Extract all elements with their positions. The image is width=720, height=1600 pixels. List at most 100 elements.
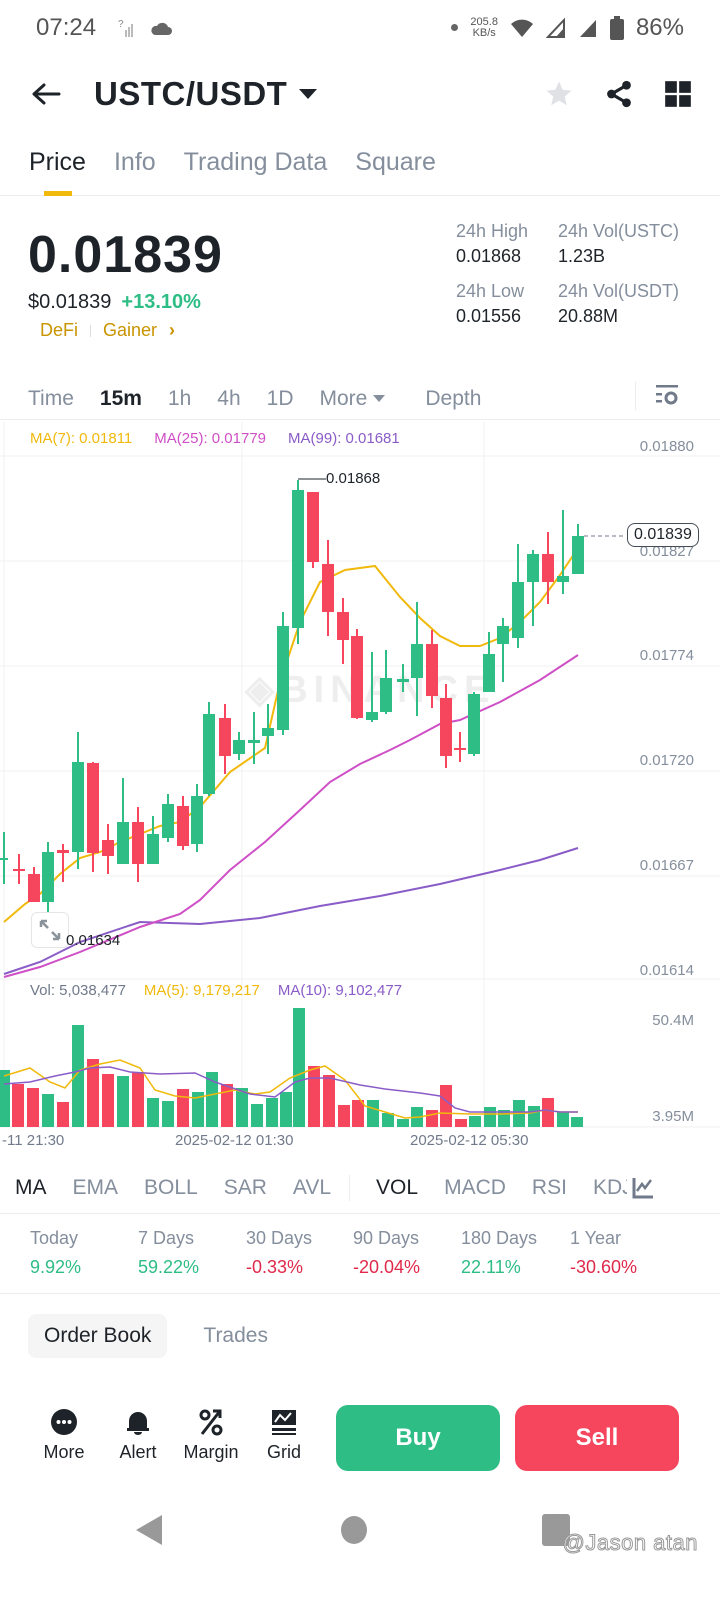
sell-button[interactable]: Sell: [515, 1405, 679, 1471]
dot-icon: [451, 24, 459, 31]
status-time: 07:24: [36, 13, 97, 41]
interval-15m[interactable]: 15m: [99, 386, 142, 410]
volume-legend: Vol: 5,038,477 MA(5): 9,179,217 MA(10): …: [30, 982, 402, 999]
chart-settings-icon[interactable]: [654, 382, 680, 408]
y-axis-label: 0.01667: [639, 857, 694, 874]
network-speed: 205.8 KB/s: [470, 15, 498, 39]
24h-vol-quote-value: 20.88M: [558, 306, 619, 326]
no-signal-icon: ?: [118, 19, 134, 37]
system-nav-bar: [0, 1505, 720, 1555]
high-marker: 0.01868: [326, 470, 381, 487]
indicator-sar[interactable]: SAR: [223, 1175, 267, 1199]
24h-high-value: 0.01868: [456, 246, 522, 266]
indicator-settings-icon[interactable]: [631, 1176, 655, 1200]
bottom-action-bar: More Alert Margin Grid Buy Sell: [0, 1400, 720, 1480]
watermark: @Jason atan: [562, 1530, 698, 1556]
order-book-tabs: Order Book Trades: [28, 1314, 284, 1358]
perf-today: Today 9.92%: [30, 1228, 82, 1277]
24h-vol-quote-label: 24h Vol(USDT): [558, 281, 680, 301]
vol-axis-top: 50.4M: [652, 1012, 694, 1029]
caret-down-icon: [373, 395, 386, 402]
battery-icon: [609, 15, 624, 40]
interval-time[interactable]: Time: [28, 386, 74, 410]
perf-180d: 180 Days 22.11%: [461, 1228, 538, 1277]
star-icon[interactable]: [544, 79, 574, 109]
interval-1d[interactable]: 1D: [266, 386, 294, 410]
buy-button[interactable]: Buy: [336, 1405, 500, 1471]
candlestick-svg: ◈BINANCE: [0, 422, 720, 1128]
divider: [349, 1174, 351, 1201]
perf-1y: 1 Year -30.60%: [570, 1228, 638, 1277]
tag-gainer[interactable]: Gainer: [103, 320, 158, 340]
ma25-legend: MA(25): 0.01779: [154, 430, 267, 447]
share-icon[interactable]: [604, 79, 634, 109]
24h-low-value: 0.01556: [456, 306, 522, 326]
last-price: 0.01839: [28, 226, 223, 284]
y-axis-label: 0.01827: [639, 543, 694, 560]
grid-action[interactable]: Grid: [249, 1408, 319, 1463]
indicator-macd[interactable]: MACD: [444, 1175, 506, 1199]
y-axis-label: 0.01880: [639, 438, 694, 455]
header: USTC/USDT: [0, 62, 720, 126]
x-axis-label: -11 21:30: [2, 1132, 65, 1149]
price-change-percent: +13.10%: [121, 291, 201, 313]
nav-recents-icon[interactable]: [541, 1513, 571, 1547]
kline-chart[interactable]: ◈BINANCE: [0, 422, 720, 1162]
indicator-avl[interactable]: AVL: [292, 1175, 332, 1199]
chevron-right-icon[interactable]: ›: [169, 320, 176, 340]
tab-order-book[interactable]: Order Book: [28, 1314, 168, 1358]
24h-vol-base-label: 24h Vol(USTC): [558, 221, 680, 241]
back-button[interactable]: [28, 76, 64, 112]
24h-vol-base-value: 1.23B: [558, 246, 606, 266]
tab-trading-data[interactable]: Trading Data: [183, 148, 328, 176]
interval-more[interactable]: More: [320, 387, 386, 411]
24h-stats: 24h High 0.01868 24h Vol(USTC) 1.23B 24h…: [456, 221, 708, 327]
signal-icon: [545, 17, 565, 38]
interval-depth[interactable]: Depth: [425, 386, 482, 410]
more-dots-icon: [51, 1409, 77, 1435]
x-axis-label: 2025-02-12 01:30: [175, 1132, 294, 1149]
indicator-vol[interactable]: VOL: [376, 1175, 419, 1199]
expand-chart-button[interactable]: [31, 912, 69, 948]
y-axis-label: 0.01720: [639, 752, 694, 769]
margin-action[interactable]: Margin: [176, 1408, 246, 1463]
wifi-icon: [510, 19, 533, 37]
pair-title[interactable]: USTC/USDT: [94, 75, 288, 112]
perf-30d: 30 Days -0.33%: [246, 1228, 313, 1277]
signal-icon-2: [579, 19, 596, 37]
indicator-boll[interactable]: BOLL: [144, 1175, 198, 1199]
tab-trades[interactable]: Trades: [203, 1324, 268, 1347]
interval-bar: Time 15m 1h 4h 1D More Depth: [0, 378, 720, 420]
current-price-tag[interactable]: 0.01839: [627, 523, 699, 547]
interval-4h[interactable]: 4h: [217, 386, 241, 410]
indicator-kdj[interactable]: KDJ: [592, 1175, 627, 1199]
tab-price[interactable]: Price: [29, 140, 86, 196]
ma7-legend: MA(7): 0.01811: [30, 430, 133, 447]
nav-home-icon[interactable]: [340, 1515, 368, 1545]
pair-dropdown-caret-icon[interactable]: [299, 89, 318, 99]
perf-7d: 7 Days 59.22%: [138, 1228, 200, 1277]
ma-legend: MA(7): 0.01811 MA(25): 0.01779 MA(99): 0…: [30, 430, 400, 447]
nav-back-icon[interactable]: [134, 1513, 164, 1547]
tag-divider: [90, 324, 92, 337]
tab-info[interactable]: Info: [113, 148, 156, 176]
x-axis-label: 2025-02-12 05:30: [410, 1132, 529, 1149]
price-summary: 0.01839 $0.01839 +13.10% DeFi Gainer › 2…: [0, 215, 720, 355]
back-arrow-icon: [32, 83, 61, 105]
expand-icon: [39, 919, 61, 941]
tab-square[interactable]: Square: [355, 148, 436, 176]
alert-action[interactable]: Alert: [103, 1408, 173, 1463]
indicator-ma[interactable]: MA: [15, 1175, 47, 1199]
perf-90d: 90 Days -20.04%: [353, 1228, 421, 1277]
indicator-ema[interactable]: EMA: [72, 1175, 119, 1199]
tag-defi[interactable]: DeFi: [40, 320, 79, 340]
vol-ma10: MA(10): 9,102,477: [277, 982, 403, 999]
vol-axis-bottom: 3.95M: [652, 1108, 694, 1125]
more-action[interactable]: More: [29, 1408, 99, 1463]
interval-1h[interactable]: 1h: [167, 386, 192, 410]
grid-icon[interactable]: [664, 80, 692, 108]
ma99-legend: MA(99): 0.01681: [288, 430, 400, 447]
24h-low-label: 24h Low: [456, 281, 525, 301]
percent-icon: [199, 1409, 223, 1436]
indicator-rsi[interactable]: RSI: [531, 1175, 567, 1199]
